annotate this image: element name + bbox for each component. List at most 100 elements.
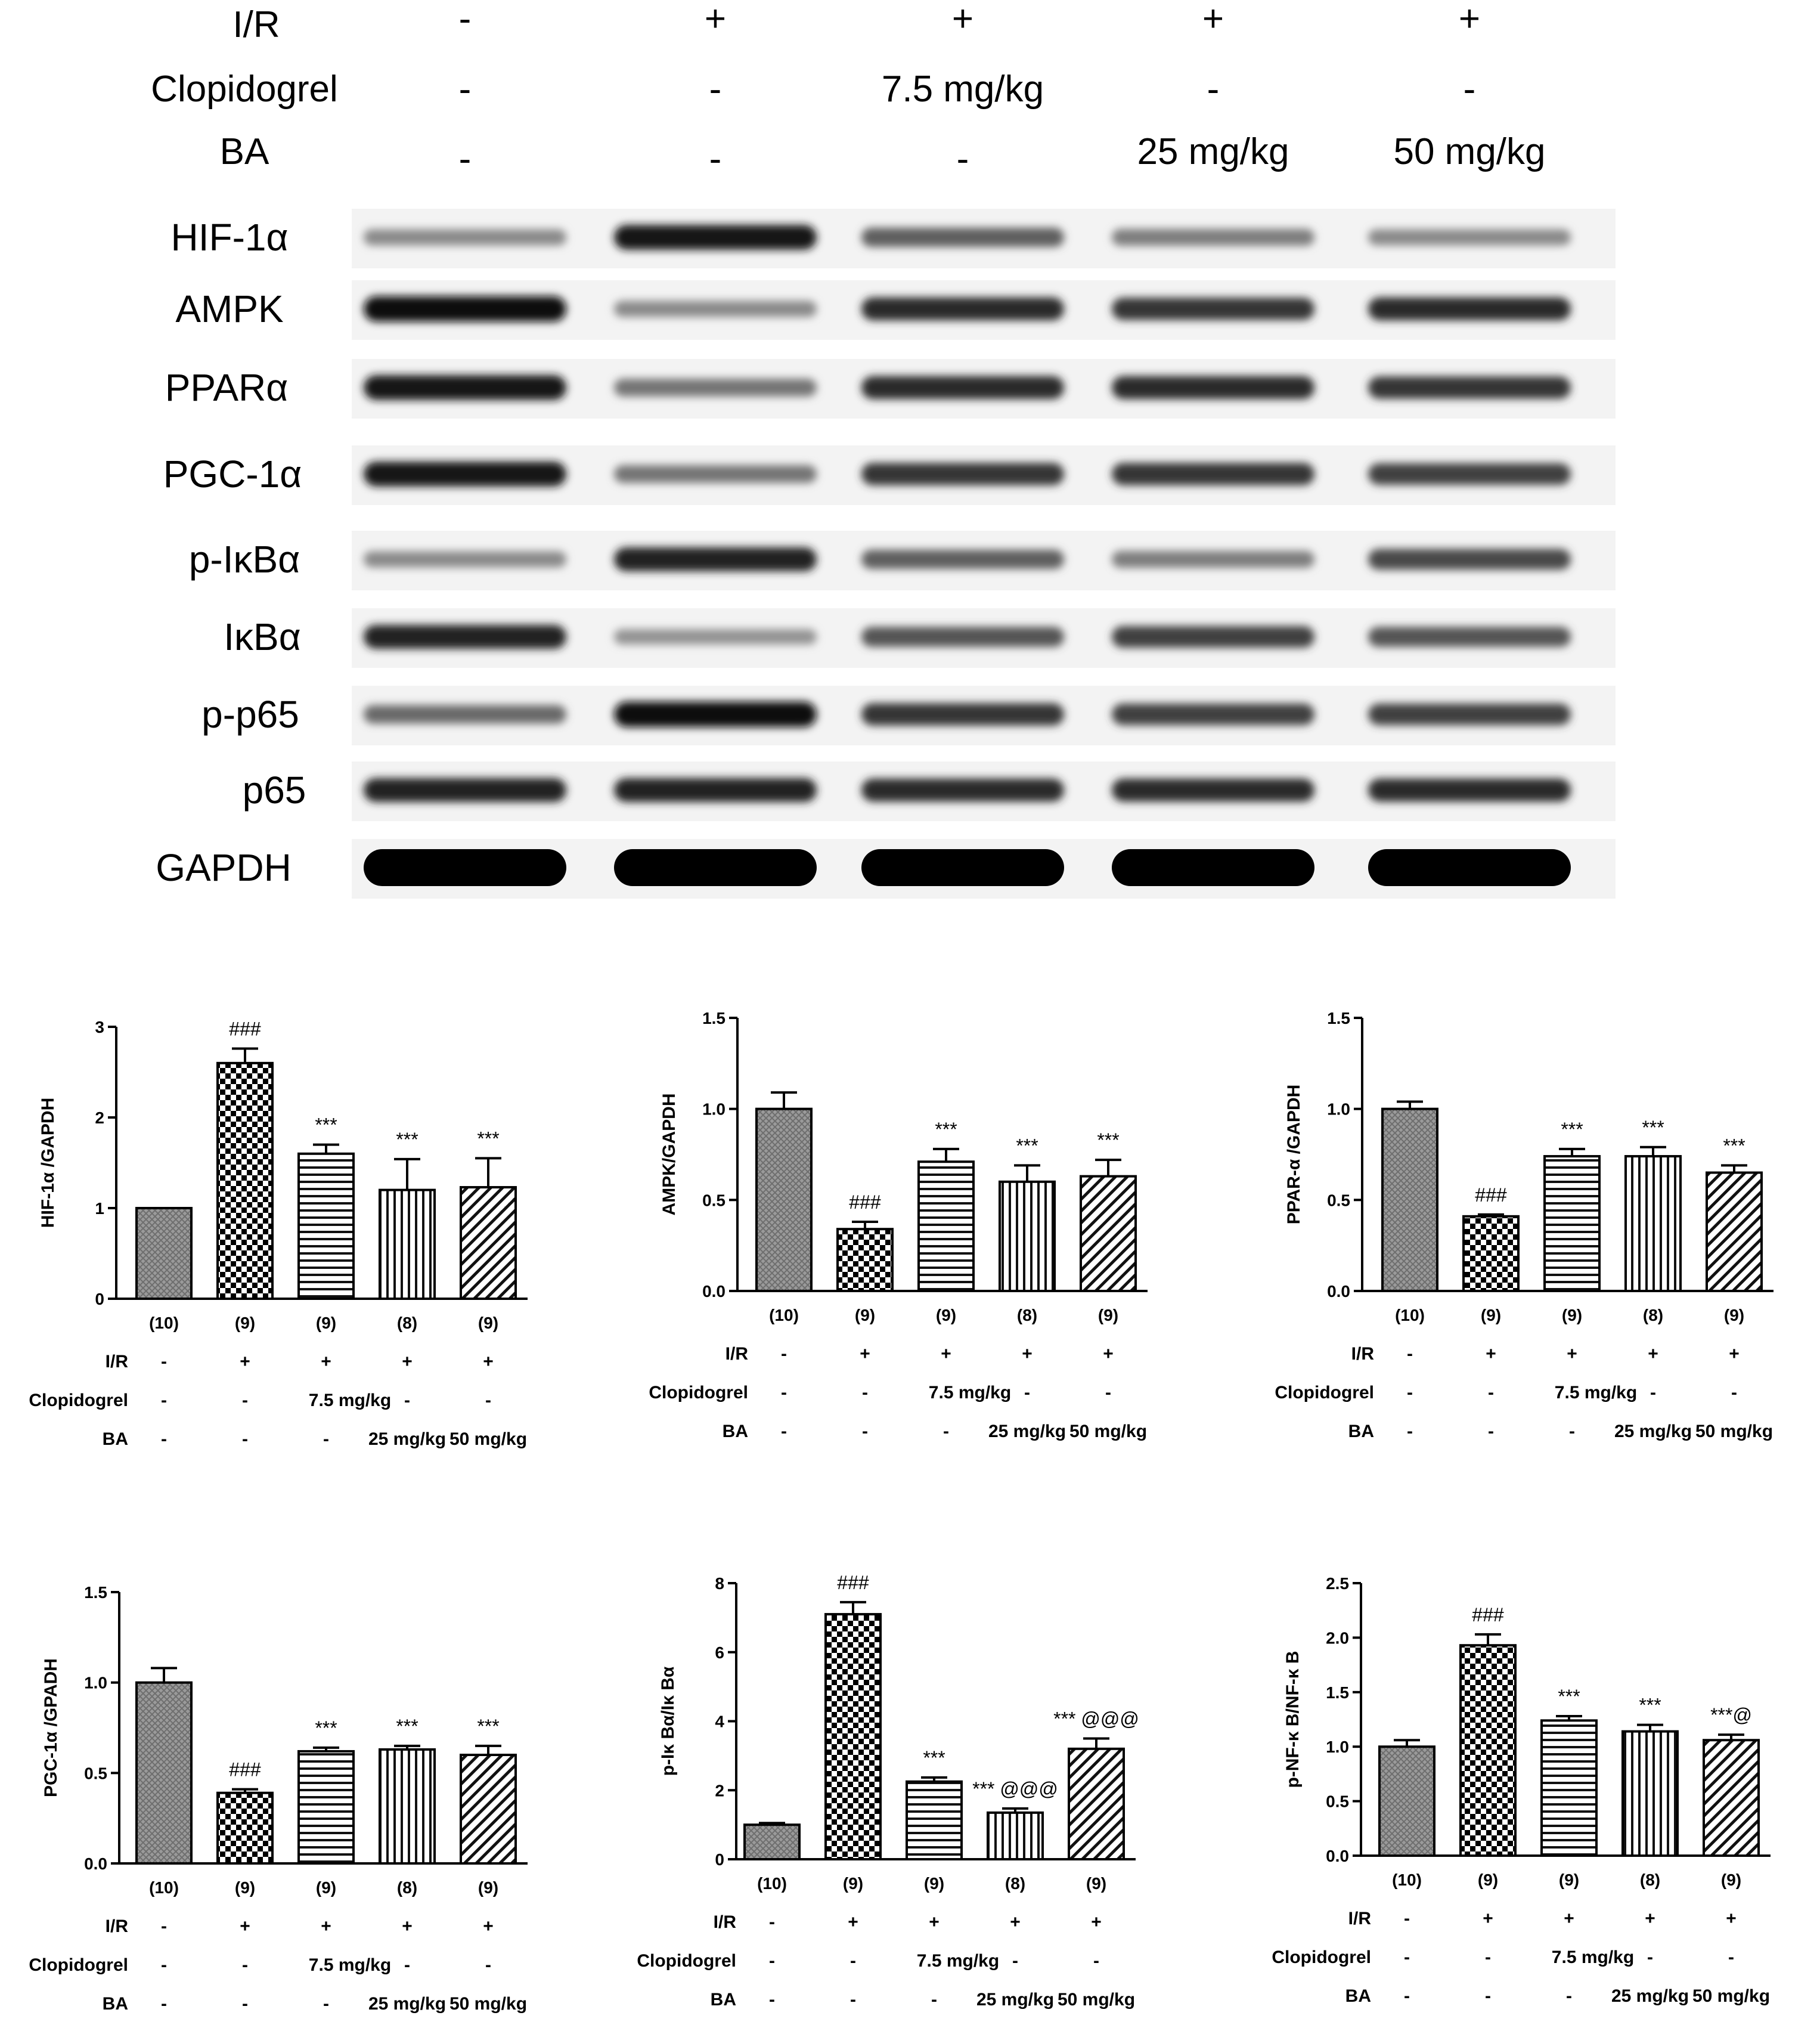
condition-value: - bbox=[161, 1994, 167, 2014]
x-tick-label: (9) bbox=[1086, 1874, 1106, 1893]
condition-value: - bbox=[1407, 1422, 1413, 1441]
condition-value: - bbox=[161, 1429, 167, 1449]
blot-band bbox=[861, 549, 1064, 569]
blot-row-label: IκBα bbox=[224, 615, 300, 658]
significance-label: ### bbox=[229, 1018, 261, 1039]
blot-band bbox=[861, 627, 1064, 647]
blot-band bbox=[614, 301, 817, 317]
condition-value: + bbox=[1729, 1344, 1740, 1364]
condition-label: I/R bbox=[1351, 1344, 1375, 1364]
blot-header-value: 7.5 mg/kg bbox=[882, 69, 1044, 110]
blot-row-label: PPARα bbox=[165, 366, 289, 409]
x-tick-label: (10) bbox=[1392, 1871, 1422, 1889]
condition-value: 25 mg/kg bbox=[368, 1994, 446, 2014]
y-tick-label: 1.5 bbox=[1326, 1683, 1349, 1702]
bar bbox=[1068, 1747, 1125, 1861]
blot-band bbox=[861, 297, 1064, 321]
blot-band bbox=[364, 551, 566, 568]
condition-value: 25 mg/kg bbox=[1611, 1986, 1689, 2006]
blot-band bbox=[1368, 463, 1571, 485]
condition-value: + bbox=[848, 1912, 858, 1932]
y-tick-label: 2.5 bbox=[1326, 1574, 1349, 1593]
blot-header-value: - bbox=[957, 138, 969, 179]
x-tick-label: (9) bbox=[1478, 1871, 1498, 1889]
bar bbox=[1624, 1155, 1682, 1293]
y-tick-label: 1.0 bbox=[702, 1100, 725, 1119]
blot-header-value: - bbox=[459, 0, 472, 39]
significance-label: ***@ bbox=[1710, 1704, 1752, 1726]
x-tick-label: (9) bbox=[478, 1878, 498, 1897]
x-tick-label: (10) bbox=[149, 1878, 179, 1897]
blot-band bbox=[364, 849, 566, 886]
condition-value: + bbox=[483, 1352, 494, 1371]
condition-value: + bbox=[1567, 1344, 1577, 1364]
x-tick-label: (9) bbox=[936, 1306, 956, 1324]
condition-label: BA bbox=[1348, 1422, 1374, 1441]
condition-label: Clopidogrel bbox=[29, 1391, 128, 1410]
condition-value: 7.5 mg/kg bbox=[929, 1383, 1011, 1402]
y-tick-label: 1.0 bbox=[84, 1674, 107, 1692]
condition-value: - bbox=[161, 1955, 167, 1975]
significance-label: *** bbox=[477, 1716, 499, 1737]
blot-band bbox=[1368, 849, 1571, 886]
condition-value: + bbox=[402, 1352, 413, 1371]
significance-label: ### bbox=[229, 1759, 261, 1781]
y-tick-label: 0.5 bbox=[84, 1764, 107, 1782]
condition-value: - bbox=[161, 1916, 167, 1936]
blot-band bbox=[614, 465, 817, 483]
significance-label: *** bbox=[1097, 1129, 1119, 1151]
blot-band bbox=[861, 849, 1064, 886]
blot-band bbox=[1368, 627, 1571, 647]
x-tick-label: (9) bbox=[1098, 1306, 1118, 1324]
chart-panel: 0.0 0.5 1.0 1.5 PPAR-α /GAPDH (10) ### (9) *** (9… bbox=[1275, 1009, 1774, 1441]
condition-value: - bbox=[1485, 1948, 1491, 1967]
condition-value: - bbox=[931, 1990, 937, 2010]
condition-label: I/R bbox=[714, 1912, 737, 1932]
bar bbox=[1080, 1175, 1137, 1293]
condition-value: - bbox=[862, 1383, 868, 1402]
condition-value: - bbox=[161, 1391, 167, 1410]
condition-value: - bbox=[1407, 1383, 1413, 1402]
significance-label: ### bbox=[1472, 1604, 1504, 1626]
condition-value: + bbox=[483, 1916, 494, 1936]
blot-band bbox=[1368, 703, 1571, 726]
blot-band bbox=[364, 705, 566, 724]
significance-label: *** bbox=[1642, 1117, 1664, 1138]
bar bbox=[1703, 1739, 1760, 1857]
condition-value: + bbox=[1103, 1344, 1114, 1364]
blot-header-value: - bbox=[709, 69, 722, 110]
bar bbox=[755, 1107, 813, 1292]
blot-header-value: - bbox=[1207, 69, 1220, 110]
blot-header-value: + bbox=[1459, 0, 1480, 39]
bar bbox=[1459, 1644, 1517, 1857]
condition-value: + bbox=[1564, 1909, 1574, 1928]
condition-label: BA bbox=[1345, 1986, 1371, 2006]
blot-header-value: - bbox=[459, 138, 472, 179]
y-tick-label: 8 bbox=[715, 1574, 724, 1593]
condition-label: Clopidogrel bbox=[29, 1955, 128, 1975]
blot-band bbox=[1368, 376, 1571, 399]
condition-value: - bbox=[1105, 1383, 1111, 1402]
bar-charts: 0 1 2 3 HIF-1α /GAPDH (10) ### (9) *** (9) *** (8) *… bbox=[29, 1009, 1774, 2014]
y-axis-label: HIF-1α /GAPDH bbox=[38, 1098, 58, 1228]
blot-header-label: BA bbox=[220, 131, 269, 172]
blot-band bbox=[1112, 626, 1314, 648]
significance-label: *** bbox=[315, 1717, 337, 1739]
blot-band bbox=[1112, 703, 1314, 726]
y-tick-label: 1.0 bbox=[1326, 1738, 1349, 1756]
bar bbox=[1621, 1730, 1679, 1857]
condition-label: I/R bbox=[106, 1352, 129, 1371]
condition-value: 7.5 mg/kg bbox=[1552, 1948, 1634, 1967]
blot-header-value: + bbox=[952, 0, 973, 39]
bar bbox=[1706, 1171, 1763, 1292]
blot-row-label: AMPK bbox=[175, 287, 283, 330]
chart-panel: 0.0 0.5 1.0 1.5 2.0 2.5 p-NF-κ B/NF-κ B (10) ###… bbox=[1272, 1574, 1771, 2006]
blot-band bbox=[614, 629, 817, 645]
blot-band bbox=[614, 547, 817, 572]
condition-value: 50 mg/kg bbox=[1069, 1422, 1147, 1441]
y-tick-label: 1.5 bbox=[84, 1583, 107, 1602]
significance-label: *** bbox=[923, 1747, 945, 1769]
x-tick-label: (8) bbox=[397, 1878, 417, 1897]
blot-band bbox=[1368, 778, 1571, 802]
condition-label: BA bbox=[711, 1990, 736, 2010]
